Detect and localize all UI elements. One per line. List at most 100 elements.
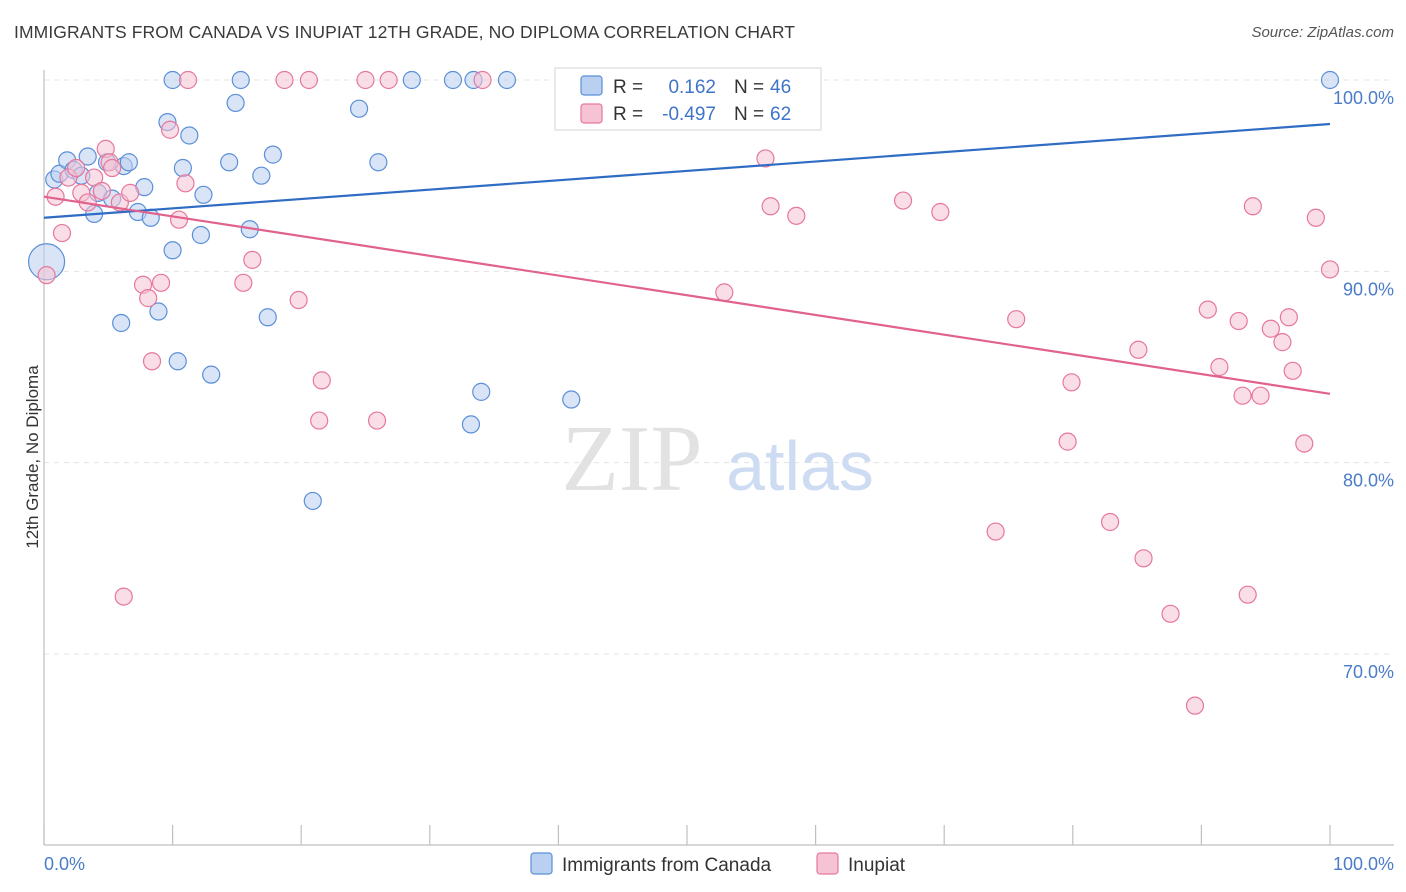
inupiat-point-27 bbox=[299, 70, 319, 90]
inupiat-point-29 bbox=[312, 371, 331, 390]
trend-line-immigrants-from-canada bbox=[43, 122, 1331, 219]
inupiat-point-41 bbox=[1007, 310, 1026, 329]
canada-point-27 bbox=[231, 70, 250, 90]
bottom-legend-swatch-immigrants-from-canada bbox=[530, 852, 553, 875]
canada-point-36 bbox=[443, 70, 463, 90]
inupiat-point-0 bbox=[37, 266, 56, 285]
canada-point-35 bbox=[402, 70, 421, 90]
inupiat-point-28 bbox=[310, 411, 329, 430]
canada-point-31 bbox=[263, 145, 283, 164]
legend-n-label-1: N = bbox=[734, 104, 764, 125]
bottom-legend: Immigrants from Canada Inupiat bbox=[530, 852, 906, 876]
inupiat-point-40 bbox=[986, 522, 1005, 541]
x-tick-label-max: 100.0% bbox=[1333, 854, 1394, 874]
inupiat-point-54 bbox=[1243, 197, 1262, 216]
bottom-legend-label-immigrants-from-canada: Immigrants from Canada bbox=[562, 855, 772, 876]
canada-point-41 bbox=[562, 390, 581, 409]
legend: R = 0.162 N = 46 R = -0.497 N = 62 bbox=[554, 67, 822, 131]
inupiat-point-42 bbox=[1058, 432, 1077, 451]
trend-lines bbox=[43, 122, 1331, 395]
inupiat-point-23 bbox=[234, 273, 253, 292]
chart-title: IMMIGRANTS FROM CANADA VS INUPIAT 12TH G… bbox=[14, 22, 796, 42]
inupiat-point-47 bbox=[1161, 604, 1180, 623]
canada-point-6 bbox=[78, 147, 97, 166]
bottom-legend-label-inupiat: Inupiat bbox=[848, 855, 906, 876]
inupiat-point-48 bbox=[1185, 696, 1205, 715]
canada-point-34 bbox=[369, 153, 388, 172]
inupiat-point-34 bbox=[715, 283, 734, 302]
legend-swatch-inupiat bbox=[580, 103, 603, 124]
canada-point-45 bbox=[497, 70, 517, 90]
inupiat-point-50 bbox=[1210, 357, 1229, 377]
canada-point-12 bbox=[119, 153, 138, 172]
y-axis-label: 12th Grade, No Diploma bbox=[23, 365, 42, 549]
inupiat-point-61 bbox=[1306, 208, 1325, 227]
trend-line-inupiat bbox=[43, 195, 1331, 395]
inupiat-point-20 bbox=[169, 210, 189, 229]
canada-point-16 bbox=[149, 302, 168, 321]
inupiat-point-52 bbox=[1233, 386, 1252, 405]
bottom-legend-swatch-inupiat bbox=[816, 852, 839, 875]
inupiat-point-18 bbox=[151, 273, 171, 292]
inupiat-point-7 bbox=[85, 168, 104, 187]
inupiat-point-22 bbox=[178, 70, 198, 90]
inupiat-point-33 bbox=[473, 70, 492, 90]
series-inupiat bbox=[37, 70, 1340, 715]
inupiat-point-60 bbox=[1295, 434, 1314, 453]
legend-n-value-1: 62 bbox=[770, 104, 791, 125]
canada-point-22 bbox=[191, 225, 210, 245]
x-axis-ticks bbox=[43, 825, 1331, 845]
canada-point-32 bbox=[303, 491, 322, 511]
inupiat-point-13 bbox=[114, 587, 133, 606]
canada-point-43 bbox=[112, 313, 131, 333]
inupiat-point-11 bbox=[103, 158, 122, 178]
legend-n-label-0: N = bbox=[734, 77, 764, 98]
canada-point-24 bbox=[202, 365, 221, 384]
legend-r-label-0: R = bbox=[613, 77, 643, 98]
inupiat-point-51 bbox=[1229, 311, 1248, 331]
gridlines bbox=[44, 79, 1394, 655]
inupiat-point-45 bbox=[1129, 340, 1148, 359]
inupiat-point-4 bbox=[67, 158, 86, 178]
inupiat-point-32 bbox=[379, 70, 398, 90]
inupiat-point-46 bbox=[1134, 549, 1153, 568]
y-tick-label-70: 70.0% bbox=[1343, 662, 1394, 682]
inupiat-point-14 bbox=[121, 183, 140, 202]
y-tick-labels: 100.0% 90.0% 80.0% 70.0% bbox=[1333, 88, 1394, 682]
inupiat-point-31 bbox=[367, 411, 387, 430]
canada-point-29 bbox=[252, 166, 271, 185]
inupiat-point-44 bbox=[1100, 512, 1120, 532]
watermark-atlas: atlas bbox=[726, 427, 874, 505]
canada-point-33 bbox=[349, 99, 369, 118]
legend-swatch-immigrants-from-canada bbox=[580, 75, 603, 96]
inupiat-point-59 bbox=[1283, 361, 1302, 380]
inupiat-point-30 bbox=[356, 70, 375, 90]
x-tick-label-min: 0.0% bbox=[44, 854, 85, 874]
inupiat-point-62 bbox=[1320, 260, 1340, 279]
canada-point-19 bbox=[168, 352, 187, 371]
inupiat-point-37 bbox=[787, 206, 806, 225]
inupiat-point-17 bbox=[142, 352, 162, 371]
canada-point-30 bbox=[258, 308, 277, 327]
inupiat-point-19 bbox=[160, 120, 180, 139]
inupiat-point-43 bbox=[1062, 373, 1081, 392]
inupiat-point-26 bbox=[289, 290, 308, 310]
legend-r-value-0: 0.162 bbox=[668, 77, 716, 98]
canada-point-23 bbox=[194, 185, 213, 204]
inupiat-point-39 bbox=[931, 202, 950, 222]
watermark-zip: ZIP bbox=[562, 407, 703, 511]
canada-point-44 bbox=[163, 70, 182, 90]
canada-point-20 bbox=[173, 158, 192, 178]
inupiat-point-21 bbox=[176, 174, 195, 193]
legend-r-label-1: R = bbox=[613, 104, 643, 125]
inupiat-point-16 bbox=[139, 289, 158, 308]
y-tick-label-90: 90.0% bbox=[1343, 279, 1394, 299]
inupiat-point-2 bbox=[52, 223, 72, 243]
inupiat-point-38 bbox=[893, 191, 913, 210]
inupiat-point-53 bbox=[1238, 585, 1257, 604]
canada-point-26 bbox=[226, 93, 245, 113]
canada-point-21 bbox=[180, 126, 199, 145]
inupiat-point-24 bbox=[243, 250, 262, 269]
canada-point-18 bbox=[163, 241, 182, 260]
